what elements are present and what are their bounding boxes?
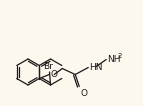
Text: Br: Br (44, 62, 53, 71)
Text: 2: 2 (117, 54, 122, 59)
Text: NH: NH (107, 55, 121, 64)
Text: HN: HN (89, 63, 103, 72)
Text: O: O (50, 70, 57, 79)
Text: O: O (80, 89, 87, 98)
